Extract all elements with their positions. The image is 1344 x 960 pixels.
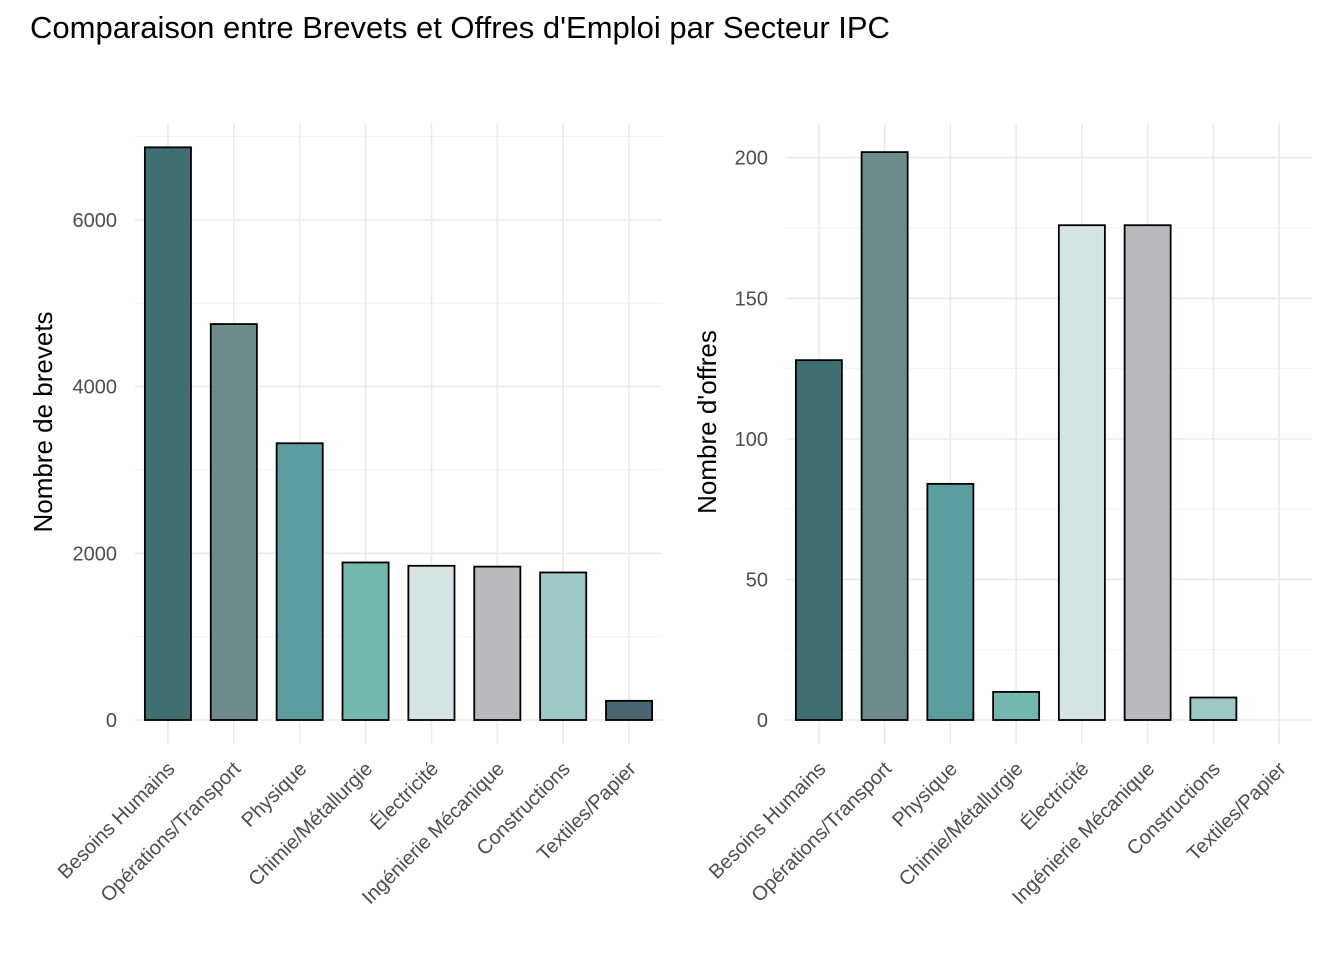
y-tick-label: 2000: [73, 543, 118, 565]
y-tick-label: 200: [735, 148, 768, 170]
bar: [275, 442, 324, 721]
x-tick-label: Chimie/Métallurgie: [244, 758, 377, 891]
bar: [539, 571, 588, 721]
y-tick-label: 0: [757, 710, 768, 732]
y-tick-label: 0: [106, 710, 117, 732]
bar: [992, 690, 1041, 721]
x-tick-label: Chimie/Métallurgie: [895, 758, 1028, 891]
bar: [605, 699, 654, 721]
bar: [926, 482, 975, 721]
bar: [473, 565, 522, 721]
bar: [794, 359, 843, 721]
chart-title: Comparaison entre Brevets et Offres d'Em…: [30, 10, 890, 45]
y-tick-label: 6000: [73, 210, 118, 232]
y-tick-label: 4000: [73, 377, 118, 399]
bar: [1189, 696, 1238, 721]
x-tick-label: Besoins Humains: [705, 758, 831, 884]
y-axis-label: Nombre de brevets: [28, 311, 58, 532]
bar: [1123, 224, 1172, 721]
y-tick-label: 50: [746, 569, 768, 591]
y-tick-label: 150: [735, 288, 768, 310]
bar: [860, 151, 909, 721]
bar: [407, 564, 456, 721]
x-tick-label: Besoins Humains: [54, 758, 180, 884]
y-tick-label: 100: [735, 429, 768, 451]
bar: [143, 146, 192, 721]
y-axis-label: Nombre d'offres: [692, 330, 722, 514]
bar: [341, 561, 390, 721]
bar: [1057, 224, 1106, 721]
bar: [209, 323, 258, 721]
